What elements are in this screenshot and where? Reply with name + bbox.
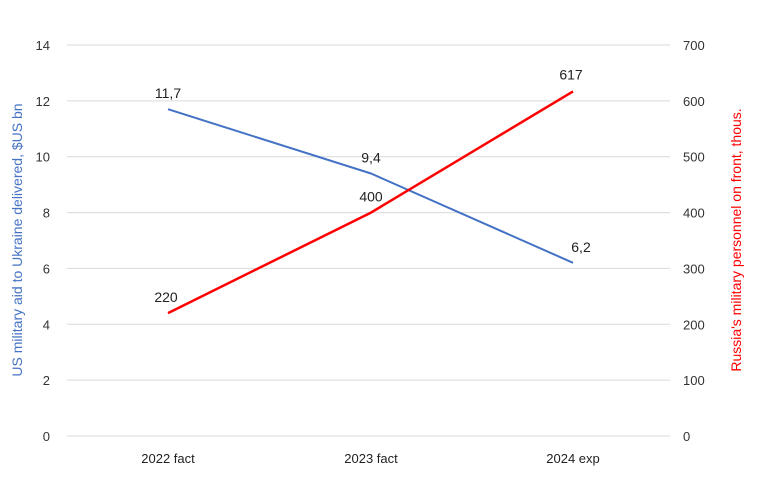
- left-tick-label: 10: [36, 150, 50, 165]
- us-aid-data-label: 9,4: [361, 149, 381, 165]
- right-tick-label: 400: [683, 206, 705, 221]
- right-tick-label: 500: [683, 150, 705, 165]
- data-labels: 11,7 9,4 6,2 220 400 617: [154, 66, 591, 305]
- series-lines: [167, 90, 574, 315]
- right-tick-label: 100: [683, 373, 705, 388]
- x-tick-label: 2023 fact: [344, 451, 398, 466]
- left-tick-label: 0: [43, 429, 50, 444]
- right-tick-label: 0: [683, 429, 690, 444]
- russia-data-label: 400: [359, 189, 383, 205]
- left-tick-label: 14: [36, 38, 50, 53]
- right-tick-label: 300: [683, 261, 705, 276]
- left-axis-title: US military aid to Ukraine delivered, $U…: [9, 103, 25, 376]
- x-tick-label: 2024 exp: [546, 451, 600, 466]
- us-aid-data-label: 6,2: [571, 239, 591, 255]
- russia-personnel-line: [167, 90, 574, 315]
- us-aid-line: [167, 108, 574, 264]
- left-tick-label: 4: [43, 317, 50, 332]
- right-axis-ticks: 0 100 200 300 400 500 600 700: [683, 38, 705, 444]
- left-tick-label: 12: [36, 94, 50, 109]
- left-tick-label: 6: [43, 261, 50, 276]
- left-tick-label: 2: [43, 373, 50, 388]
- russia-data-label: 617: [559, 66, 583, 82]
- right-tick-label: 200: [683, 317, 705, 332]
- x-tick-label: 2022 fact: [141, 451, 195, 466]
- right-tick-label: 700: [683, 38, 705, 53]
- left-axis-ticks: 0 2 4 6 8 10 12 14: [36, 38, 50, 444]
- x-axis-ticks: 2022 fact 2023 fact 2024 exp: [141, 451, 600, 466]
- russia-data-label: 220: [154, 289, 178, 305]
- left-tick-label: 8: [43, 206, 50, 221]
- right-tick-label: 600: [683, 94, 705, 109]
- right-axis-title: Russia's military personnel on front, th…: [728, 108, 744, 371]
- us-aid-data-label: 11,7: [155, 85, 181, 101]
